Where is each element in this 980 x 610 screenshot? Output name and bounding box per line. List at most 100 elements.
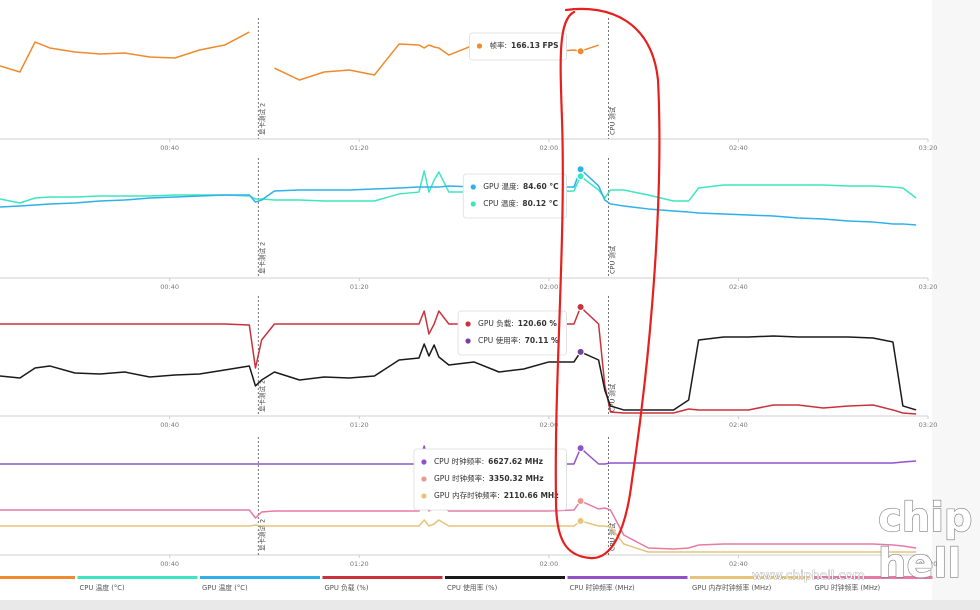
watermark-logo: chip <box>878 495 973 541</box>
panel: 00:40 01:20 02:00 02:40 03:20 显卡测试 2 CPU 测试 CPU… <box>0 437 937 568</box>
marker-label: 显卡测试 2 <box>257 519 266 551</box>
hover-dot <box>576 172 585 181</box>
tooltip-dot <box>421 493 427 499</box>
tooltip-label: GPU 内存时钟频率: <box>434 490 500 500</box>
tooltip-value: 6627.62 MHz <box>488 457 543 466</box>
legend-swatch <box>445 576 565 579</box>
tooltip-value: 3350.32 MHz <box>489 474 544 483</box>
hover-dot <box>576 347 585 356</box>
tooltip-label: 帧率: <box>489 40 507 50</box>
tooltip-value: 120.60 % <box>518 319 558 328</box>
legend-label: CPU 时钟频率 (MHz) <box>570 583 636 592</box>
legend-label: CPU 使用率 (%) <box>447 583 498 592</box>
highlight-ellipse <box>554 7 661 560</box>
marker-label: CPU 测试 <box>608 522 617 551</box>
legend-swatch <box>322 576 443 579</box>
tooltip-label: CPU 时钟频率: <box>434 456 484 466</box>
watermark-site: www.chiphell.com <box>752 568 865 583</box>
series-line <box>0 519 917 553</box>
tooltip: 帧率: 166.13 FPS <box>469 32 567 61</box>
x-tick-label: 03:20 <box>919 421 938 429</box>
legend-swatch <box>0 576 75 579</box>
panel: 00:40 01:20 02:00 02:40 03:20 显卡测试 2 CPU 测试 GPU… <box>0 158 937 291</box>
legend-label: GPU 内存时钟频率 (MHz) <box>692 583 772 592</box>
x-tick-label: 01:20 <box>350 144 369 152</box>
hover-dot <box>576 496 585 505</box>
marker-label: 显卡测试 2 <box>257 380 266 412</box>
x-tick-label: 00:40 <box>160 421 179 429</box>
tooltip: GPU 负载: 120.60 % CPU 使用率: 70.11 % <box>457 310 567 356</box>
legend-label: GPU 温度 (°C) <box>202 583 248 592</box>
tooltip-value: 84.60 °C <box>523 182 559 191</box>
tooltip-dot <box>470 201 476 207</box>
legend-swatch <box>567 576 688 579</box>
tooltip-label: CPU 温度: <box>483 198 518 208</box>
tooltip-label: GPU 时钟频率: <box>434 473 485 483</box>
hover-dot <box>576 303 585 312</box>
tooltip-value: 2110.66 MHz <box>504 491 559 500</box>
x-tick-label: 02:40 <box>729 421 748 429</box>
marker-label: CPU 测试 <box>608 383 617 412</box>
marker-label: CPU 测试 <box>608 106 617 135</box>
x-tick-label: 03:20 <box>919 560 938 568</box>
tooltip-box <box>462 173 567 219</box>
right-strip <box>932 0 980 600</box>
x-tick-label: 00:40 <box>160 144 179 152</box>
legend-label: GPU 时钟频率 (MHz) <box>815 583 881 592</box>
legend-swatch <box>200 576 320 579</box>
tooltip-box <box>413 448 567 511</box>
x-tick-label: 00:40 <box>160 560 179 568</box>
x-tick-label: 02:00 <box>539 144 558 152</box>
panel: 00:40 01:20 02:00 02:40 03:20 显卡测试 2 CPU 测试 帧率:… <box>0 18 937 152</box>
series-line <box>0 170 917 204</box>
tooltip-dot <box>421 476 427 482</box>
x-tick-label: 02:00 <box>539 283 558 291</box>
legend-label: CPU 温度 (°C) <box>80 583 126 592</box>
marker-label: 显卡测试 2 <box>257 103 266 135</box>
tooltip-value: 70.11 % <box>525 336 559 345</box>
hover-dot <box>576 47 585 56</box>
series-line <box>0 335 917 411</box>
legend-label: GPU 负载 (%) <box>325 583 369 592</box>
x-tick-label: 03:20 <box>919 144 938 152</box>
x-tick-label: 02:40 <box>729 283 748 291</box>
x-tick-label: 02:40 <box>729 144 748 152</box>
panel: 00:40 01:20 02:00 02:40 03:20 显卡测试 2 CPU 测试 GPU… <box>0 296 937 429</box>
x-tick-label: 00:40 <box>160 283 179 291</box>
x-tick-label: 01:20 <box>350 421 369 429</box>
x-tick-label: 03:20 <box>919 283 938 291</box>
tooltip-value: 80.12 °C <box>522 199 558 208</box>
tooltip: GPU 温度: 84.60 °C CPU 温度: 80.12 °C <box>462 173 567 219</box>
tooltip-box <box>457 310 567 356</box>
series-line <box>0 306 917 415</box>
hover-dot <box>576 165 585 174</box>
series-line <box>0 168 917 226</box>
x-tick-label: 01:20 <box>350 560 369 568</box>
x-tick-label: 02:00 <box>539 421 558 429</box>
marker-label: 显卡测试 2 <box>257 242 266 274</box>
x-tick-label: 02:40 <box>729 560 748 568</box>
tooltip-dot <box>470 184 476 190</box>
tooltip-dot <box>465 321 471 327</box>
bottom-strip <box>0 600 980 610</box>
hover-dot <box>576 444 585 453</box>
legend-swatch <box>77 576 198 579</box>
x-tick-label: 01:20 <box>350 283 369 291</box>
tooltip-label: GPU 温度: <box>483 181 519 191</box>
marker-label: CPU 测试 <box>608 245 617 274</box>
legend-swatch <box>812 576 933 579</box>
x-tick-label: 02:00 <box>539 560 558 568</box>
tooltip-label: GPU 负载: <box>478 318 514 328</box>
tooltip-dot <box>476 43 483 49</box>
hover-dot <box>576 516 585 525</box>
watermark-logo: hell <box>878 541 961 587</box>
tooltip-dot <box>421 459 427 465</box>
legend-swatch <box>690 576 810 579</box>
tooltip-dot <box>465 338 471 344</box>
tooltip-label: CPU 使用率: <box>478 335 521 345</box>
tooltip-value: 166.13 FPS <box>511 41 559 50</box>
